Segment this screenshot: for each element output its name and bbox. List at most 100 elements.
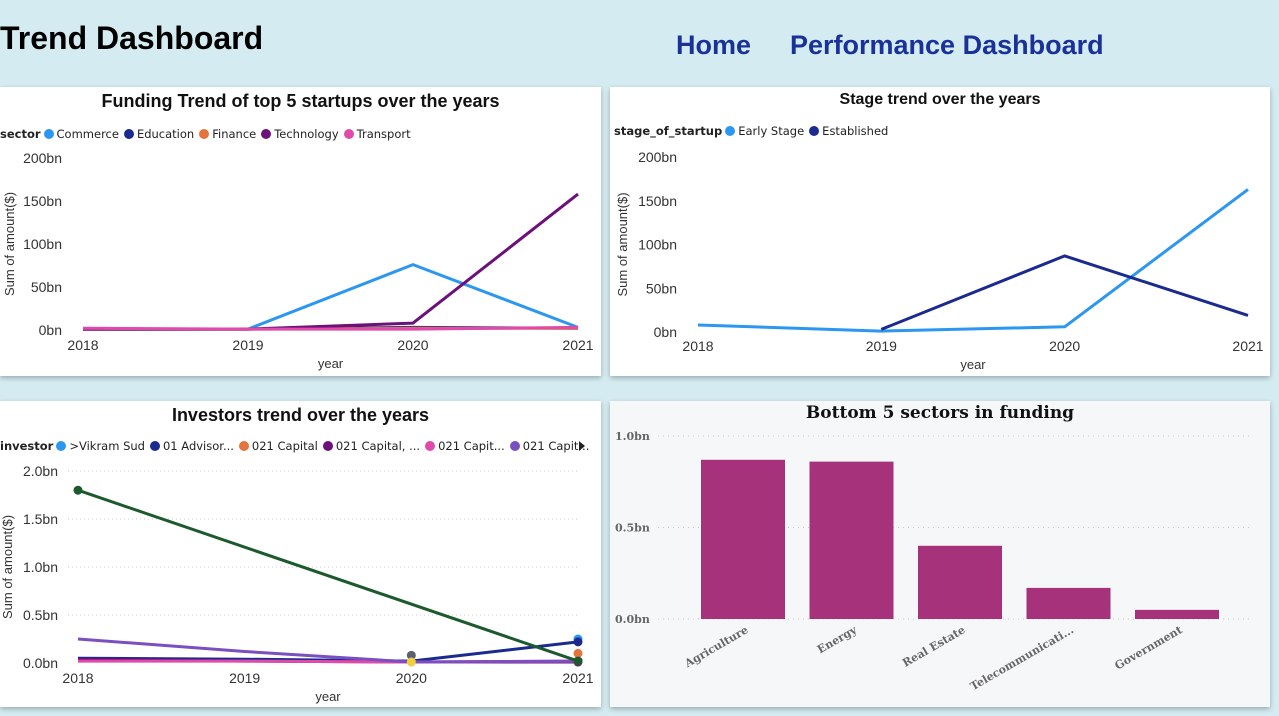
legend-item[interactable]: >Vikram Sud (56, 439, 145, 453)
stage-trend-title: Stage trend over the years (839, 91, 1041, 108)
y-tick-label: 50bn (646, 280, 677, 296)
bar[interactable] (918, 545, 1002, 619)
y-axis-label: Sum of amount($) (615, 192, 630, 296)
x-tick-label: Energy (815, 623, 859, 656)
legend-dot (43, 129, 54, 139)
y-tick-label: 1.0bn (23, 559, 58, 575)
legend-dot (199, 129, 210, 139)
x-tick-label: 2019 (229, 670, 260, 686)
investors-trend-chart: 0.0bn 0.5bn 1.0bn 1.5bn 2.0bn 2018 2019 2020 202… (0, 463, 594, 704)
y-tick-label: 1.0bn (615, 430, 650, 443)
legend-label: 021 Capital (251, 439, 318, 453)
stage-trend-panel[interactable]: Stage trend over the years stage_of_star… (610, 87, 1270, 376)
y-tick-label: 100bn (23, 236, 62, 252)
x-axis-label: year (960, 357, 986, 372)
y-tick-label: 200bn (23, 150, 62, 166)
x-axis-label: year (318, 356, 344, 371)
y-tick-label: 0.0bn (615, 613, 650, 626)
x-tick-label: Agriculture (682, 623, 751, 670)
legend-item[interactable]: Commerce (43, 127, 119, 141)
data-point[interactable] (573, 648, 583, 658)
bottom-sectors-title: Bottom 5 sectors in funding (805, 403, 1075, 423)
legend-title: investor (0, 439, 54, 453)
series-line[interactable] (880, 254, 1249, 331)
y-tick-label: 2.0bn (23, 463, 58, 479)
y-tick-label: 150bn (23, 193, 62, 209)
x-tick-label: 2020 (397, 337, 428, 353)
data-point[interactable] (573, 656, 583, 666)
y-tick-label: 200bn (638, 149, 677, 165)
x-axis-label: year (315, 689, 341, 704)
legend-item[interactable]: Early Stage (725, 124, 804, 138)
data-point[interactable] (73, 485, 83, 495)
legend-label: Transport (356, 127, 411, 141)
legend-label: 021 Capital, ... (335, 439, 421, 453)
legend-dot (261, 129, 272, 139)
series-line[interactable] (77, 637, 579, 664)
legend-item[interactable]: 021 Capital (238, 439, 318, 453)
y-tick-label: 100bn (638, 237, 677, 253)
y-tick-label: 50bn (31, 279, 62, 295)
investors-trend-panel[interactable]: Investors trend over the years investor >… (0, 401, 601, 707)
legend-label: 021 Capit... (522, 439, 590, 453)
data-point[interactable] (406, 650, 416, 660)
x-tick-label: 2019 (866, 338, 897, 354)
legend-dot (343, 129, 354, 139)
legend-label: 01 Advisor... (162, 439, 234, 453)
funding-trend-panel[interactable]: Funding Trend of top 5 startups over the… (0, 87, 601, 376)
x-tick-label: 2020 (396, 670, 427, 686)
legend-label: Established (822, 124, 889, 138)
legend-item[interactable]: 01 Advisor... (149, 439, 234, 453)
series-line[interactable] (83, 192, 579, 331)
y-tick-label: 0.0bn (23, 655, 58, 671)
legend-dot (238, 441, 249, 451)
legend-item[interactable]: Education (123, 127, 195, 141)
legend-item[interactable]: 021 Capital, ... (322, 439, 421, 453)
funding-trend-chart: 0bn 50bn 100bn 150bn 200bn 2018 2019 2020 2021 ye… (2, 150, 594, 371)
x-tick-label: 2018 (62, 670, 93, 686)
data-point[interactable] (406, 657, 416, 667)
x-tick-label: 2018 (67, 337, 98, 353)
legend-label: Education (136, 127, 195, 141)
investors-trend-legend: investor >Vikram Sud 01 Advisor... 021 Capi… (0, 439, 594, 453)
legend-item[interactable]: Finance (199, 127, 256, 141)
x-tick-label: 2018 (682, 338, 713, 354)
nav-performance-dashboard-link[interactable]: Performance Dashboard (790, 30, 1104, 60)
series-line[interactable] (77, 488, 579, 663)
bottom-sectors-panel[interactable]: Bottom 5 sectors in funding 0.0bn 0.5bn 1.… (610, 401, 1270, 707)
investors-trend-title: Investors trend over the years (171, 405, 430, 425)
investors-legend-next-icon[interactable] (578, 441, 586, 451)
legend-dot (809, 126, 820, 136)
data-point[interactable] (573, 637, 583, 647)
bar[interactable] (1135, 609, 1219, 619)
legend-item[interactable]: 021 Capit... (509, 439, 590, 453)
y-tick-label: 0.5bn (615, 522, 650, 535)
stage-trend-legend: stage_of_startup Early Stage Established (614, 124, 893, 138)
x-tick-label: Telecommunicati... (968, 623, 1076, 693)
legend-item[interactable]: Technology (261, 127, 339, 141)
bar[interactable] (1026, 587, 1111, 619)
legend-dot (509, 441, 520, 451)
y-tick-label: 0bn (39, 322, 62, 338)
stage-trend-chart: 0bn 50bn 100bn 150bn 200bn 2018 2019 2020 2021 ye… (615, 149, 1264, 372)
x-tick-label: 2020 (1049, 338, 1080, 354)
legend-title: sector (0, 127, 41, 141)
series-line[interactable] (83, 263, 579, 331)
x-tick-label: 2021 (1232, 338, 1263, 354)
legend-dot (123, 129, 134, 139)
x-tick-label: 2021 (562, 670, 593, 686)
bar[interactable] (701, 459, 785, 619)
legend-dot (56, 441, 67, 451)
legend-item[interactable]: Transport (343, 127, 411, 141)
y-axis-label: Sum of amount($) (0, 515, 15, 619)
x-tick-label: 2019 (232, 337, 263, 353)
legend-label: >Vikram Sud (69, 439, 145, 453)
series-line[interactable] (697, 188, 1249, 333)
nav-home-link[interactable]: Home (676, 30, 752, 60)
legend-title: stage_of_startup (614, 124, 723, 138)
bar[interactable] (809, 461, 894, 619)
legend-item[interactable]: 021 Capit... (425, 439, 505, 453)
legend-item[interactable]: Established (809, 124, 888, 138)
series-line[interactable] (82, 325, 579, 331)
dashboard-title: Trend Dashboard (0, 20, 264, 56)
